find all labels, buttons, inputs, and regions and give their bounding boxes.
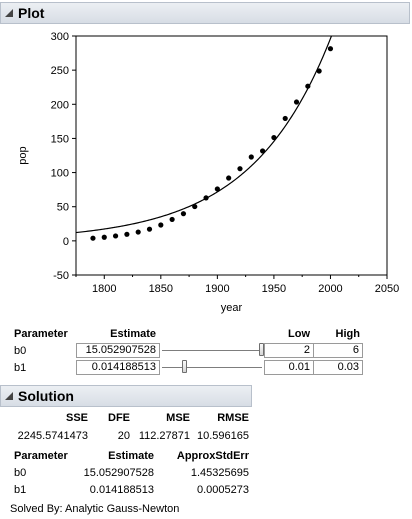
sol-estimate-b0: 15.052907528 <box>83 467 154 479</box>
sol-param-name-b0: b0 <box>14 467 27 479</box>
data-point <box>135 229 141 235</box>
estimate-header: Estimate <box>110 328 156 340</box>
sol-stderr-b1: 0.0005273 <box>197 484 249 496</box>
solution-title: Solution <box>18 388 74 404</box>
x-tick-label: 1900 <box>205 283 229 295</box>
data-point <box>90 235 96 241</box>
sol-param-name-b1: b1 <box>14 484 27 496</box>
estimate-field-b1[interactable]: 0.014188513 <box>76 360 160 375</box>
x-tick-label: 2000 <box>318 283 342 295</box>
model-curve <box>76 36 333 234</box>
data-point <box>282 115 288 122</box>
sol-stderr-b0: 1.45325695 <box>190 467 249 479</box>
data-point <box>237 166 243 172</box>
x-tick-label: 1800 <box>92 283 116 295</box>
x-tick-label: 1850 <box>149 283 173 295</box>
sse-value: 2245.5741473 <box>17 430 88 442</box>
x-tick-label: 1950 <box>262 283 286 295</box>
data-point <box>112 233 119 239</box>
slider-track-b1[interactable] <box>162 367 262 368</box>
sol-stderr-header: ApproxStdErr <box>176 450 249 462</box>
data-point <box>248 154 254 160</box>
data-point <box>203 195 209 201</box>
y-tick-label: 200 <box>51 99 69 111</box>
data-point <box>180 211 187 217</box>
data-point <box>226 175 232 181</box>
low-header: Low <box>288 328 310 340</box>
disclosure-triangle-icon[interactable] <box>3 7 15 19</box>
high-field-b0[interactable]: 6 <box>313 343 363 358</box>
data-point <box>158 222 164 228</box>
y-tick-label: 150 <box>51 133 69 145</box>
y-tick-label: -50 <box>53 270 69 282</box>
disclosure-triangle-icon[interactable] <box>3 390 15 402</box>
param-name-b1: b1 <box>14 362 27 374</box>
y-tick-label: 50 <box>57 202 69 214</box>
x-axis-label: year <box>221 302 243 314</box>
data-point <box>327 46 334 52</box>
data-point <box>101 234 107 240</box>
solution-outline-header[interactable]: Solution <box>0 385 252 407</box>
rmse-header: RMSE <box>217 412 249 424</box>
data-point <box>124 231 130 237</box>
mse-header: MSE <box>166 412 190 424</box>
high-header: High <box>335 328 360 340</box>
dfe-header: DFE <box>108 412 130 424</box>
y-tick-label: 250 <box>51 65 69 77</box>
data-point <box>293 99 300 105</box>
mse-value: 112.27871 <box>138 430 190 442</box>
high-field-b1[interactable]: 0.03 <box>313 360 363 375</box>
param-header: Parameter <box>14 328 68 340</box>
scatter-plot[interactable]: -50 0 50 100 150 200 250 300 1800 1850 1900 1950 200… <box>0 24 412 320</box>
low-field-b0[interactable]: 2 <box>264 343 314 358</box>
x-tick-label: 2050 <box>375 283 399 295</box>
slider-thumb-b1[interactable] <box>182 360 188 373</box>
sse-header: SSE <box>65 412 88 424</box>
y-axis-label: pop <box>17 146 29 164</box>
sol-estimate-header: Estimate <box>108 450 154 462</box>
low-field-b1[interactable]: 0.01 <box>264 360 314 375</box>
sol-estimate-b1: 0.014188513 <box>89 484 154 496</box>
solved-by-text: Solved By: Analytic Gauss-Newton <box>10 503 180 515</box>
slider-thumb-b0[interactable] <box>259 343 264 356</box>
data-point <box>214 186 220 192</box>
data-point <box>146 226 153 232</box>
data-point <box>271 134 277 141</box>
data-point <box>169 216 175 223</box>
y-tick-label: 300 <box>51 31 69 43</box>
sol-param-header: Parameter <box>14 450 68 462</box>
plot-title: Plot <box>18 5 45 21</box>
y-tick-label: 100 <box>51 168 69 180</box>
param-name-b0: b0 <box>14 345 27 357</box>
plot-outline-header[interactable]: Plot <box>0 2 410 24</box>
data-point <box>305 83 311 89</box>
y-tick-label: 0 <box>63 236 69 248</box>
data-point <box>192 203 198 210</box>
dfe-value: 20 <box>117 430 130 442</box>
data-point <box>316 68 322 74</box>
data-point <box>260 148 266 154</box>
plot-frame <box>75 35 388 276</box>
estimate-field-b0[interactable]: 15.052907528 <box>76 343 160 358</box>
slider-track-b0[interactable] <box>162 350 262 351</box>
rmse-value: 10.596165 <box>197 430 249 442</box>
